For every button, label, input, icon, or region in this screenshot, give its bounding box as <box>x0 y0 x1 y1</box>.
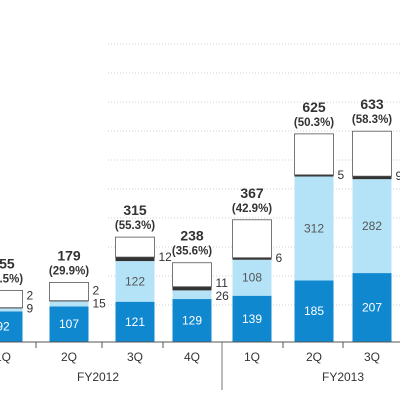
bar-total-label: 633 <box>360 96 384 112</box>
bar-segment-middle <box>294 176 334 281</box>
bar-segment-middle <box>172 290 212 300</box>
x-tick-label: 2Q <box>306 350 322 364</box>
bar-segment-bottom <box>232 295 272 342</box>
bar-total-label: 625 <box>302 99 326 115</box>
bar-segment-middle <box>49 301 89 307</box>
bar-value-label-middle: 122 <box>125 274 145 288</box>
period-label: FY2013 <box>322 370 364 384</box>
bar-total-label: 238 <box>180 228 204 244</box>
bar-segment-dark <box>115 257 155 262</box>
bar-value-label-bottom: 185 <box>304 304 324 318</box>
bar-total-label: 315 <box>123 202 147 218</box>
bar-segment-top <box>172 262 212 288</box>
bar-segment-top <box>294 133 334 176</box>
bar-value-label-dark: 2 <box>93 283 100 297</box>
bar-segment-top <box>352 130 392 177</box>
bar-percent-label: (55.5%) <box>0 273 23 285</box>
bar-value-label-middle: 9 <box>27 301 34 315</box>
bar-percent-label: (50.3%) <box>294 117 334 129</box>
bar-percent-label: (58.3%) <box>352 114 392 126</box>
bar-segment-bottom <box>0 311 23 342</box>
bar-value-label-bottom: 92 <box>0 320 10 334</box>
bar-segment-middle <box>232 259 272 296</box>
bar-segment-bottom <box>49 306 89 342</box>
bar-value-label-dark: 6 <box>276 251 283 265</box>
bar-segment-top <box>115 236 155 258</box>
bar-value-label-middle: 15 <box>93 296 107 310</box>
bar-value-label-dark: 2 <box>27 288 34 302</box>
bar-value-label-dark: 12 <box>159 250 173 264</box>
bar-value-label-bottom: 207 <box>362 301 382 315</box>
bar-percent-label: (35.6%) <box>172 246 212 258</box>
bar-segment-dark <box>232 257 272 260</box>
bar-segment-dark <box>352 176 392 180</box>
bar-segment-middle <box>0 308 23 312</box>
bar-segment-bottom <box>172 299 212 342</box>
bar-value-label-middle: 108 <box>242 271 262 285</box>
bar-value-label-middle: 312 <box>304 221 324 235</box>
bar-total-label: 155 <box>0 255 15 271</box>
bar-segment-top <box>0 289 23 309</box>
bar-percent-label: (29.9%) <box>49 265 89 277</box>
bar-segment-middle <box>352 179 392 274</box>
bar-value-label-bottom: 129 <box>182 314 202 328</box>
bar-value-label-dark: 11 <box>216 276 229 290</box>
bar-total-label: 367 <box>240 185 264 201</box>
bar-value-label-bottom: 139 <box>242 312 262 326</box>
bar-segment-bottom <box>115 301 155 342</box>
bar-percent-label: (42.9%) <box>232 203 272 215</box>
bar-segment-top <box>232 219 272 259</box>
bar-segment-bottom <box>352 273 392 342</box>
bar-value-label-bottom: 107 <box>59 317 79 331</box>
x-tick-label: 2Q <box>61 350 77 364</box>
x-tick-label: 4Q <box>184 350 200 364</box>
x-tick-label: 3Q <box>127 350 143 364</box>
bar-value-label-middle: 26 <box>216 289 230 303</box>
bar-value-label-middle: 282 <box>362 219 382 233</box>
bar-percent-label: (55.3%) <box>115 220 155 232</box>
x-tick-label: 1Q <box>0 350 11 364</box>
x-tick-label: 1Q <box>244 350 260 364</box>
x-tick-label: 3Q <box>364 350 380 364</box>
bar-value-label-dark: 9 <box>396 169 400 183</box>
period-label: FY2012 <box>77 370 119 384</box>
bar-segment-dark <box>172 286 212 291</box>
bar-value-label-bottom: 121 <box>125 315 145 329</box>
bar-segment-middle <box>115 261 155 302</box>
bar-segment-bottom <box>294 280 334 342</box>
bar-value-label-dark: 5 <box>338 168 345 182</box>
bar-segment-dark <box>294 174 334 177</box>
bar-segment-top <box>49 281 89 302</box>
bar-total-label: 179 <box>57 247 81 263</box>
